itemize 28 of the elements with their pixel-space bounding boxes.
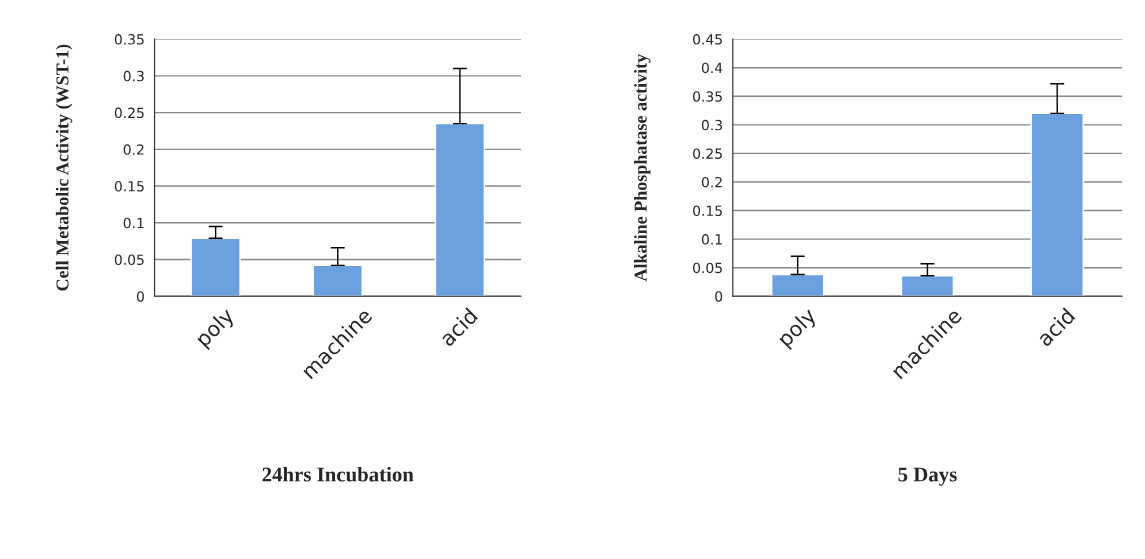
- bar: [1030, 112, 1084, 297]
- y-tick-label: 0.35: [693, 91, 722, 102]
- bar: [434, 122, 486, 297]
- y-tick-label: 0.45: [693, 34, 722, 45]
- y-tick-label: 0.35: [114, 34, 144, 45]
- y-tick-label: 0.05: [693, 262, 722, 274]
- y-tick-label: 0.05: [114, 254, 144, 266]
- y-tick-label: 0.3: [123, 70, 144, 82]
- y-axis-title: Alkaline Phosphatase activity: [634, 54, 651, 282]
- x-axis-title: 5 Days: [898, 467, 957, 486]
- y-tick-label: 0.2: [123, 144, 144, 155]
- y-tick-label: 0: [136, 291, 144, 302]
- y-tick-label: 0.25: [114, 107, 144, 119]
- y-tick-label: 0.2: [701, 176, 722, 188]
- y-tick-label: 0.15: [693, 205, 722, 217]
- bar: [190, 237, 241, 297]
- y-tick-label: 0.4: [701, 62, 723, 74]
- y-tick-label: 0.1: [701, 234, 722, 245]
- x-axis-title: 24hrs Incubation: [262, 466, 414, 482]
- y-tick-label: 0.25: [693, 148, 722, 159]
- y-tick-label: 0: [715, 291, 723, 302]
- y-tick-label: 0.15: [114, 181, 144, 192]
- y-tick-label: 0.1: [123, 217, 144, 229]
- bar: [771, 273, 825, 297]
- bar: [312, 264, 363, 297]
- bar: [900, 275, 955, 297]
- y-tick-label: 0.3: [701, 119, 722, 131]
- y-axis-title: Cell Metabolic Activity (WST-1): [55, 44, 73, 291]
